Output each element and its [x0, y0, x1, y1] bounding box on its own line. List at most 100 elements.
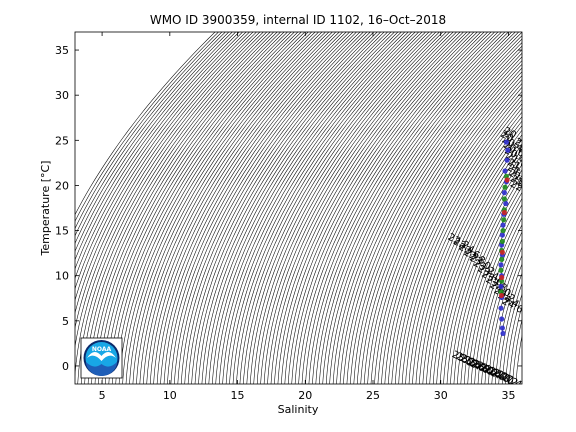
noaa-logo: NOAA: [80, 337, 123, 379]
density-contour: [174, 32, 364, 384]
density-contour: [274, 32, 464, 384]
density-contour: [453, 180, 522, 384]
density-contour: [229, 32, 419, 384]
density-contour: [75, 32, 223, 230]
density-contour: [75, 32, 247, 290]
density-contour: [515, 334, 522, 384]
density-contour: [384, 86, 522, 384]
density-contour: [156, 32, 347, 384]
density-contour: [512, 318, 522, 384]
density-contour: [218, 32, 409, 384]
density-contour: [246, 32, 437, 384]
data-point: [504, 157, 510, 163]
density-contour: [98, 32, 288, 384]
density-contour: [75, 32, 243, 280]
density-contour: [108, 32, 299, 384]
density-contour: [125, 32, 316, 384]
density-contour: [394, 99, 522, 384]
data-point: [500, 227, 506, 234]
y-tick-label: 25: [55, 134, 69, 147]
data-point: [499, 316, 505, 322]
x-tick-label: 5: [99, 389, 106, 402]
data-point: [501, 209, 507, 216]
data-point: [498, 292, 505, 299]
density-contour: [263, 32, 454, 384]
density-contour: [294, 32, 485, 384]
density-contour: [287, 32, 478, 384]
data-point: [502, 184, 508, 190]
density-contour: [160, 32, 350, 384]
density-contour: [495, 263, 522, 384]
x-tick-label: 25: [366, 389, 380, 402]
density-contour: [412, 120, 522, 384]
density-contour: [388, 90, 522, 384]
density-contour: [170, 32, 361, 384]
density-contour: [381, 82, 522, 384]
density-contour: [432, 148, 522, 384]
density-contour: [401, 107, 522, 384]
density-contour: [201, 32, 392, 384]
density-contours: [75, 32, 522, 384]
density-contour: [332, 32, 522, 384]
density-contour: [75, 32, 254, 314]
density-contour: [180, 32, 371, 384]
density-contour: [143, 32, 333, 384]
density-contour: [101, 32, 292, 384]
density-contour: [356, 56, 522, 384]
density-contour: [105, 32, 295, 384]
density-contour: [474, 217, 522, 384]
density-contour: [236, 32, 426, 384]
contour-label: 20: [501, 126, 517, 142]
density-contour: [481, 231, 522, 384]
y-tick-label: 30: [55, 89, 69, 102]
y-axis: 0 5 10 15 20 25 30 35: [55, 44, 522, 373]
chart-title: WMO ID 3900359, internal ID 1102, 16–Oct…: [150, 13, 446, 27]
density-contour: [198, 32, 388, 384]
density-contour: [187, 32, 378, 384]
density-contour: [111, 32, 302, 384]
density-contour: [319, 32, 509, 384]
density-contour: [491, 254, 522, 384]
density-contour: [463, 197, 522, 384]
logo-text: NOAA: [92, 346, 112, 353]
density-contour: [312, 32, 502, 384]
x-axis: 5 10 15 20 25 30 35: [99, 32, 515, 402]
density-contour: [426, 139, 522, 384]
density-contour: [336, 35, 522, 384]
density-contour: [298, 32, 488, 384]
density-contour: [75, 32, 216, 216]
contour-label: 27.4: [499, 371, 524, 391]
density-contour: [429, 143, 522, 384]
data-point: [501, 196, 507, 202]
density-contour: [457, 186, 522, 384]
data-point: [500, 222, 506, 228]
data-point: [498, 305, 504, 311]
data-point: [498, 262, 504, 268]
density-contour: [77, 32, 267, 384]
data-point: [505, 147, 511, 153]
data-point: [503, 200, 509, 207]
density-contour: [322, 32, 512, 384]
density-contour: [215, 32, 405, 384]
density-contour: [91, 32, 281, 384]
x-tick-label: 20: [298, 389, 312, 402]
x-tick-label: 15: [231, 389, 245, 402]
density-contour: [75, 32, 240, 270]
y-axis-label: Temperature [°C]: [39, 161, 52, 257]
density-contour: [222, 32, 412, 384]
density-contour: [87, 32, 278, 384]
density-contour: [177, 32, 368, 384]
y-tick-label: 10: [55, 270, 69, 283]
density-contour: [122, 32, 312, 384]
density-contour: [374, 75, 522, 384]
density-contour: [350, 49, 522, 384]
data-point: [499, 325, 505, 331]
density-contour: [191, 32, 381, 384]
density-contour: [194, 32, 385, 384]
y-tick-label: 35: [55, 44, 69, 57]
density-contour: [446, 169, 522, 384]
density-contour: [208, 32, 399, 384]
x-tick-label: 35: [501, 389, 515, 402]
density-contour: [346, 45, 522, 384]
